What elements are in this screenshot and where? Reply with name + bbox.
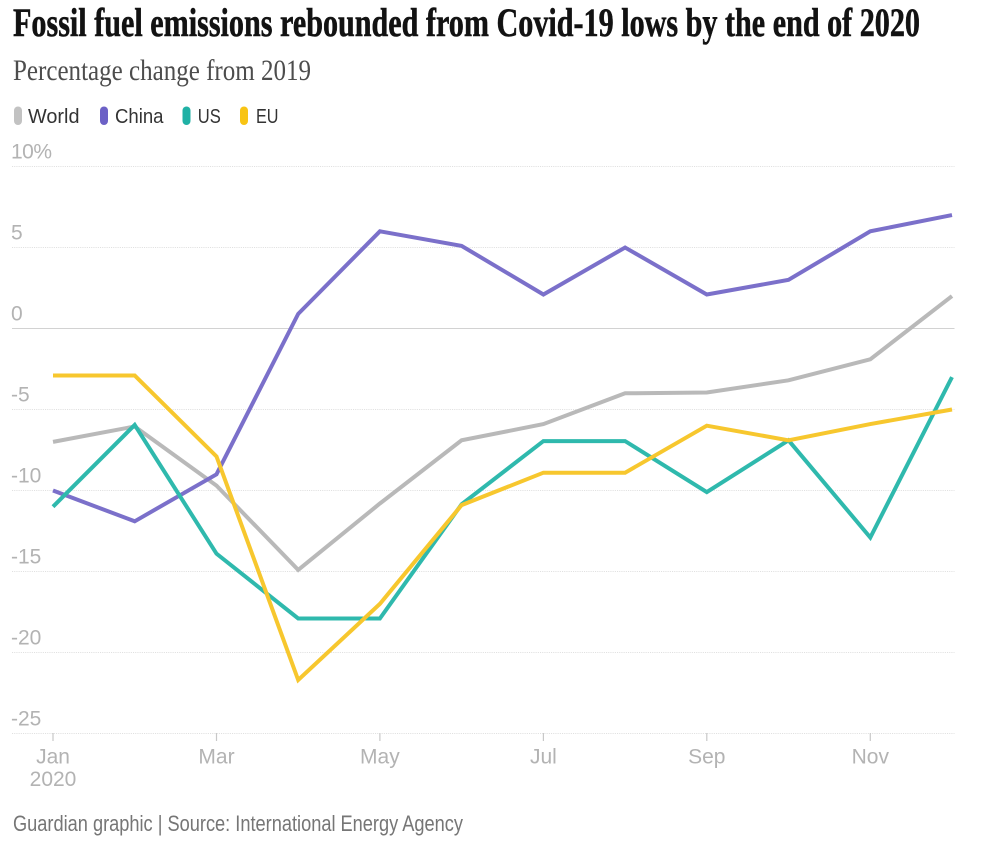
svg-text:-5: -5	[11, 384, 30, 407]
svg-text:Jan: Jan	[36, 746, 70, 769]
svg-text:US: US	[198, 106, 221, 128]
svg-text:Guardian graphic | Source: Int: Guardian graphic | Source: International…	[13, 811, 463, 836]
svg-text:-15: -15	[11, 546, 41, 569]
svg-text:Nov: Nov	[852, 746, 890, 769]
svg-text:2020: 2020	[30, 768, 77, 791]
svg-text:10%: 10%	[11, 141, 52, 164]
svg-text:-20: -20	[11, 627, 41, 650]
svg-text:EU: EU	[256, 106, 279, 128]
svg-text:Mar: Mar	[198, 746, 234, 769]
svg-text:Sep: Sep	[688, 746, 725, 769]
svg-text:Fossil fuel emissions rebounde: Fossil fuel emissions rebounded from Cov…	[13, 0, 920, 45]
svg-text:Jul: Jul	[530, 746, 557, 769]
svg-text:Percentage change from 2019: Percentage change from 2019	[13, 54, 311, 87]
svg-text:World: World	[28, 106, 80, 128]
svg-text:China: China	[115, 106, 164, 128]
svg-text:0: 0	[11, 303, 23, 326]
svg-text:-25: -25	[11, 708, 41, 731]
svg-text:5: 5	[11, 222, 23, 245]
svg-text:-10: -10	[11, 465, 41, 488]
svg-text:May: May	[360, 746, 400, 769]
